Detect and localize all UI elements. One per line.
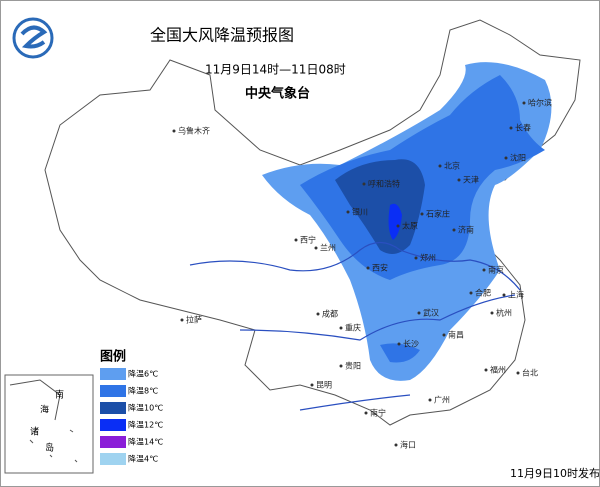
inset-label: 诸 <box>30 427 39 438</box>
legend-swatch <box>100 385 126 397</box>
city-label: 哈尔滨 <box>528 98 552 108</box>
legend-label: 降温10℃ <box>128 403 163 413</box>
city-dot <box>316 312 320 316</box>
city-dot <box>346 210 350 214</box>
city-label: 贵阳 <box>345 361 361 371</box>
legend-swatch <box>100 436 126 448</box>
city-label: 成都 <box>322 309 338 319</box>
city-label: 昆明 <box>316 381 332 390</box>
legend-label: 降温12℃ <box>128 420 163 430</box>
agency: 中央气象台 <box>245 86 310 102</box>
city-dot <box>442 333 446 337</box>
region-8 <box>300 75 545 363</box>
legend-swatch <box>100 453 126 465</box>
legend-title: 图例 <box>100 349 126 365</box>
city-label: 南宁 <box>370 408 386 418</box>
city-dot <box>484 368 488 372</box>
city-label: 呼和浩特 <box>368 179 400 189</box>
city-label: 福州 <box>490 366 506 375</box>
city-dot <box>362 182 366 186</box>
city-label: 太原 <box>402 221 418 231</box>
city-label: 乌鲁木齐 <box>178 126 210 136</box>
legend-label: 降温4℃ <box>128 454 158 464</box>
city-dot <box>414 256 418 260</box>
city-label: 武汉 <box>423 308 439 318</box>
legend-swatch <box>100 419 126 431</box>
city-dot <box>522 101 526 105</box>
city-dot <box>482 268 486 272</box>
subtitle: 11月9日14时—11日08时 <box>205 63 346 77</box>
footer: 11月9日10时发布 <box>510 466 600 480</box>
city-dot <box>490 311 494 315</box>
legend-swatch <box>100 402 126 414</box>
city-dot <box>516 371 520 375</box>
city-label: 郑州 <box>420 253 436 263</box>
city-label: 南京 <box>488 265 504 275</box>
city-label: 重庆 <box>345 323 361 333</box>
city-dot <box>339 364 343 368</box>
legend-label: 降温14℃ <box>128 437 163 447</box>
city-label: 天津 <box>463 175 479 185</box>
region-12 <box>388 203 402 240</box>
city-label: 济南 <box>458 225 474 235</box>
city-label: 拉萨 <box>186 315 202 325</box>
rivers <box>189 241 521 411</box>
inset-label: 海 <box>40 404 49 416</box>
logo <box>12 17 54 59</box>
city-label: 广州 <box>434 395 450 405</box>
city-dot <box>310 383 314 387</box>
city-dot <box>469 291 473 295</box>
inset-label: 岛 <box>45 442 54 454</box>
city-dot <box>180 318 184 322</box>
city-dot <box>509 126 513 130</box>
city-dot <box>294 238 298 242</box>
city-label: 上海 <box>508 290 524 300</box>
city-label: 石家庄 <box>426 209 450 219</box>
city-label: 兰州 <box>320 243 336 253</box>
city-label: 台北 <box>522 368 538 378</box>
city-label: 长春 <box>515 123 531 133</box>
city-dot <box>452 228 456 232</box>
city-dot <box>366 266 370 270</box>
inset-box <box>4 374 94 474</box>
city-label: 西宁 <box>300 235 316 245</box>
city-dot <box>420 212 424 216</box>
city-label: 海口 <box>400 440 416 450</box>
legend-swatch <box>100 368 126 380</box>
city-dot <box>172 129 176 133</box>
city-dot <box>428 398 432 402</box>
city-dot <box>457 178 461 182</box>
city-dot <box>339 326 343 330</box>
city-label: 西安 <box>372 263 388 273</box>
city-label: 银川 <box>352 207 368 217</box>
title: 全国大风降温预报图 <box>150 26 294 45</box>
city-label: 长沙 <box>403 339 419 349</box>
legend-label: 降温8℃ <box>128 386 158 396</box>
city-dot <box>314 246 318 250</box>
city-dot <box>397 342 401 346</box>
city-label: 北京 <box>444 161 460 171</box>
city-dot <box>364 411 368 415</box>
city-label: 合肥 <box>475 288 491 298</box>
cooling-regions <box>262 62 552 381</box>
city-label: 杭州 <box>496 308 512 318</box>
city-dot <box>504 156 508 160</box>
legend-label: 降温6℃ <box>128 369 158 379</box>
inset-map <box>9 379 78 463</box>
city-label: 沈阳 <box>510 153 526 163</box>
city-label: 南昌 <box>448 330 464 340</box>
region-10 <box>335 159 425 254</box>
city-dot <box>394 443 398 447</box>
inset-label: 南 <box>55 389 64 401</box>
city-dot <box>417 311 421 315</box>
city-dot <box>438 164 442 168</box>
city-dot <box>396 224 400 228</box>
city-dot <box>502 293 506 297</box>
